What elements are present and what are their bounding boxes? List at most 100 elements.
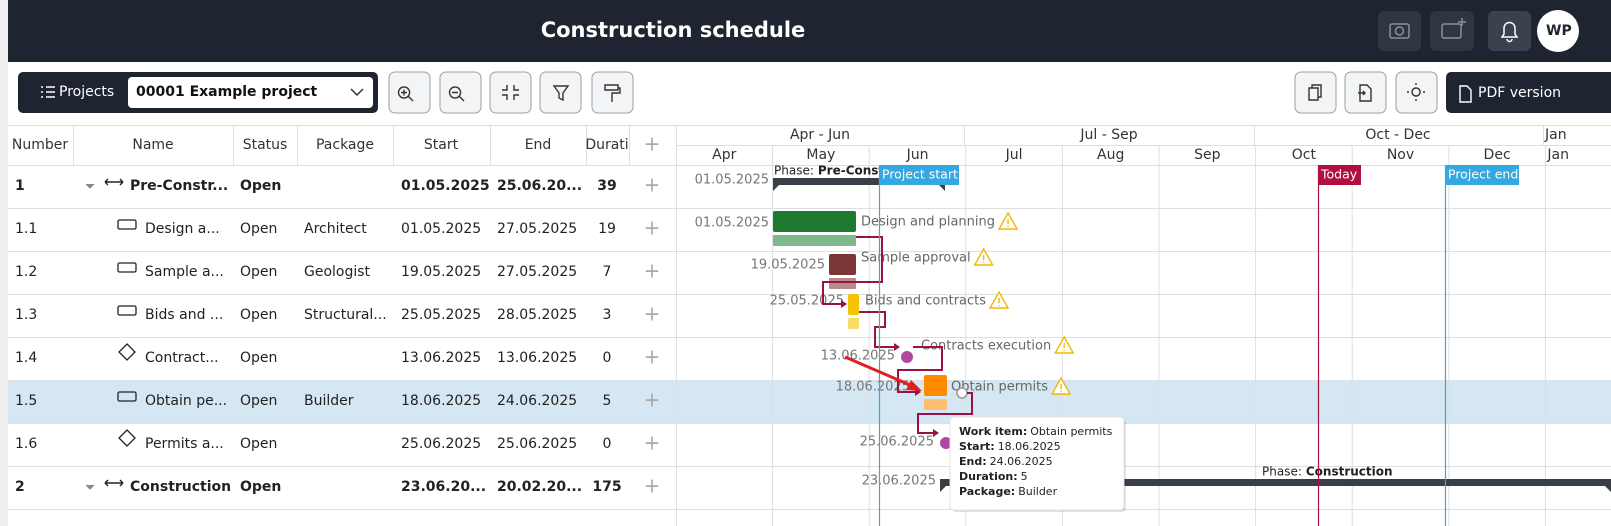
zoom-in-button[interactable]	[388, 71, 431, 114]
page-title: Construction schedule	[541, 18, 806, 42]
cell-number: 1.1	[15, 221, 37, 237]
task-baseline	[924, 399, 947, 410]
phase-prefix: Phase:	[774, 164, 814, 178]
column-header[interactable]: End	[525, 137, 552, 153]
table-row[interactable]: 1.4 Contract... Open 13.06.2025 13.06.2025 0 +	[15, 343, 661, 369]
pdf-button[interactable]: PDF version	[1446, 72, 1611, 113]
milestone-icon	[118, 429, 136, 447]
cell-end: 25.06.20...	[497, 178, 582, 194]
cell-duration: 0	[603, 436, 612, 452]
tooltip-key: Work item:	[959, 425, 1027, 438]
task-bar[interactable]	[773, 211, 856, 232]
expand-caret[interactable]	[85, 183, 95, 189]
button-frame	[1294, 71, 1337, 114]
table-row[interactable]: 2 Construction Open 23.06.20... 20.02.20... 1…	[15, 474, 660, 498]
tooltip: Work item: Obtain permits Start: 18.06.2025…	[949, 416, 1126, 512]
phase-date: 23.06.2025	[862, 474, 936, 489]
project-dropdown[interactable]: 00001 Example project	[128, 77, 373, 108]
cell-name: Contract...	[145, 350, 219, 366]
task-bar[interactable]	[924, 375, 947, 396]
cell-name: Bids and ...	[145, 307, 223, 323]
button-icon	[1308, 84, 1322, 101]
cell-name: Design a...	[145, 221, 220, 237]
column-header[interactable]: Start	[424, 137, 459, 153]
column-header[interactable]: Number	[12, 137, 68, 153]
task-bar[interactable]	[848, 294, 859, 315]
cell-number: 1.5	[15, 393, 37, 409]
projects-button[interactable]: Projects	[41, 84, 114, 100]
task-bar[interactable]	[829, 254, 856, 275]
phase-icon	[104, 479, 124, 487]
add-row-button[interactable]: +	[644, 474, 661, 498]
add-row-button[interactable]: +	[644, 173, 661, 197]
cell-number: 1.4	[15, 350, 37, 366]
task-date: 13.06.2025	[821, 349, 895, 364]
button-icon	[1358, 84, 1372, 102]
tooltip-key: Duration:	[959, 470, 1018, 483]
table-row[interactable]: 1.1 Design a... Open Architect 01.05.2025 27.…	[15, 216, 660, 240]
settings-button[interactable]	[1395, 71, 1438, 114]
milestone[interactable]	[940, 437, 952, 449]
table-row[interactable]: 1 Pre-Constr... Open 01.05.2025 25.06.20... 3…	[15, 173, 660, 197]
column-header[interactable]: Name	[132, 137, 173, 153]
zoom-out-button[interactable]	[439, 71, 482, 114]
warning-icon	[988, 290, 1010, 309]
cell-name: Obtain pe...	[145, 393, 227, 409]
cell-status: Open	[240, 350, 277, 366]
filter-button[interactable]	[539, 71, 582, 114]
month-label: Dec	[1484, 147, 1511, 163]
add-photo-button[interactable]	[1430, 11, 1474, 51]
cell-name: Pre-Constr...	[130, 178, 228, 194]
cell-name: Permits a...	[145, 436, 224, 452]
cell-number: 1	[15, 178, 25, 194]
warning-icon	[1053, 335, 1075, 354]
user-avatar[interactable]: WP	[1537, 10, 1579, 52]
dependency-arrow	[841, 300, 847, 308]
cell-status: Open	[240, 307, 277, 323]
add-row-button[interactable]: +	[644, 431, 661, 455]
add-row-button[interactable]: +	[644, 302, 661, 326]
notifications-button[interactable]	[1488, 11, 1531, 51]
cell-status: Open	[240, 264, 277, 280]
table-row[interactable]: 1.6 Permits a... Open 25.06.2025 25.06.2025 0…	[15, 429, 661, 455]
link-handle[interactable]	[956, 387, 968, 399]
add-row-button[interactable]: +	[644, 216, 661, 240]
annotation-arrow	[844, 355, 911, 387]
button-frame	[539, 71, 582, 114]
add-column-button[interactable]: +	[644, 132, 661, 156]
button-icon	[448, 86, 465, 102]
paint-button[interactable]	[591, 71, 634, 114]
left-edge	[0, 0, 8, 526]
camera-button[interactable]	[1378, 11, 1421, 51]
button-icon	[502, 85, 519, 100]
table-row[interactable]: 1.5 Obtain pe... Open Builder 18.06.2025 24.0…	[15, 388, 660, 412]
task-date: 18.06.2025	[836, 380, 910, 395]
dependency-arrow	[933, 429, 939, 437]
task-icon	[117, 219, 137, 230]
add-row-button[interactable]: +	[644, 345, 661, 369]
table-row[interactable]: 1.2 Sample a... Open Geologist 19.05.2025 27.…	[15, 259, 660, 283]
cell-number: 1.6	[15, 436, 37, 452]
copy-button[interactable]	[1294, 71, 1337, 114]
expand-caret[interactable]	[85, 484, 95, 490]
import-button[interactable]	[1344, 71, 1387, 114]
task-baseline	[773, 235, 856, 246]
task-date: 01.05.2025	[695, 216, 769, 231]
column-header[interactable]: Package	[316, 137, 374, 153]
cell-end: 24.06.2025	[497, 393, 577, 409]
month-label: Jun	[906, 147, 929, 163]
column-header[interactable]: Status	[243, 137, 288, 153]
column-header[interactable]: Durati	[585, 137, 628, 153]
table-row[interactable]: 1.3 Bids and ... Open Structural... 25.05.20…	[15, 302, 660, 326]
quarter-label: Apr - Jun	[790, 127, 850, 143]
cell-start: 25.05.2025	[401, 307, 481, 323]
add-row-button[interactable]: +	[644, 388, 661, 412]
tooltip-key: Start:	[959, 440, 995, 453]
collapse-button[interactable]	[489, 71, 532, 114]
phase-bar	[773, 178, 945, 185]
task-icon	[117, 262, 137, 273]
add-row-button[interactable]: +	[644, 259, 661, 283]
task-date: 19.05.2025	[751, 258, 825, 273]
milestone[interactable]	[901, 351, 913, 363]
cell-number: 1.3	[15, 307, 37, 323]
